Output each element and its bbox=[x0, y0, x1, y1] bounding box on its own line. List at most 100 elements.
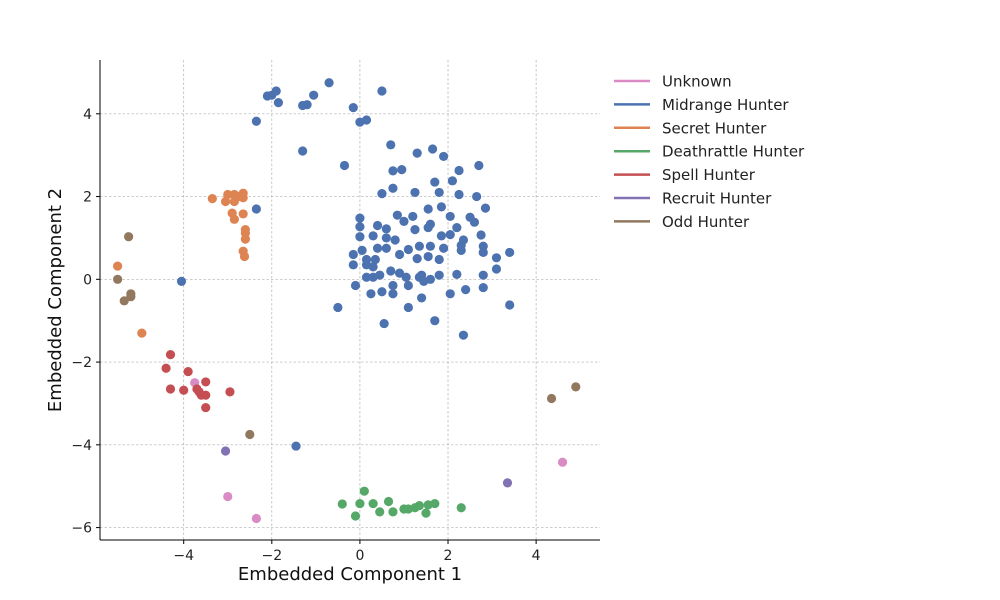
data-points bbox=[113, 78, 581, 524]
point-midrange-hunter bbox=[348, 102, 358, 113]
point-midrange-hunter bbox=[434, 270, 444, 280]
point-midrange-hunter bbox=[472, 191, 482, 202]
point-recruit-hunter bbox=[502, 478, 513, 488]
point-secret-hunter bbox=[207, 194, 217, 204]
legend-label-odd-hunter: Odd Hunter bbox=[662, 213, 750, 231]
point-midrange-hunter bbox=[445, 289, 455, 299]
point-spell-hunter bbox=[225, 387, 235, 397]
point-midrange-hunter bbox=[434, 254, 444, 265]
point-midrange-hunter bbox=[377, 189, 387, 199]
point-midrange-hunter bbox=[388, 183, 398, 193]
point-midrange-hunter bbox=[445, 211, 455, 222]
x-tick-label: −4 bbox=[173, 548, 194, 564]
point-midrange-hunter bbox=[452, 269, 462, 279]
point-midrange-hunter bbox=[412, 148, 422, 158]
point-midrange-hunter bbox=[430, 316, 440, 326]
y-tick-label: −2 bbox=[71, 355, 92, 371]
point-odd-hunter bbox=[126, 292, 136, 302]
point-midrange-hunter bbox=[176, 276, 187, 286]
point-midrange-hunter bbox=[350, 280, 361, 291]
point-midrange-hunter bbox=[439, 151, 449, 162]
x-axis-title: Embedded Component 1 bbox=[238, 564, 462, 585]
point-odd-hunter bbox=[571, 382, 581, 392]
point-midrange-hunter bbox=[366, 289, 376, 299]
point-secret-hunter bbox=[137, 328, 147, 338]
point-midrange-hunter bbox=[386, 140, 396, 150]
point-midrange-hunter bbox=[271, 86, 281, 96]
point-midrange-hunter bbox=[388, 280, 398, 291]
point-midrange-hunter bbox=[423, 251, 433, 262]
point-deathrattle-hunter bbox=[359, 486, 369, 496]
point-midrange-hunter bbox=[452, 222, 462, 233]
point-midrange-hunter bbox=[436, 202, 447, 212]
point-midrange-hunter bbox=[425, 241, 435, 251]
point-midrange-hunter bbox=[392, 210, 402, 220]
point-midrange-hunter bbox=[379, 318, 389, 329]
point-midrange-hunter bbox=[403, 302, 413, 313]
point-unknown bbox=[557, 457, 568, 467]
point-midrange-hunter bbox=[251, 116, 261, 126]
point-midrange-hunter bbox=[386, 266, 396, 276]
point-midrange-hunter bbox=[469, 217, 480, 227]
point-midrange-hunter bbox=[425, 219, 435, 229]
point-secret-hunter bbox=[238, 209, 248, 219]
point-spell-hunter bbox=[201, 402, 211, 413]
point-midrange-hunter bbox=[505, 300, 515, 310]
point-midrange-hunter bbox=[394, 268, 405, 278]
point-odd-hunter bbox=[546, 393, 557, 404]
point-midrange-hunter bbox=[416, 293, 427, 303]
point-midrange-hunter bbox=[291, 441, 301, 451]
point-deathrattle-hunter bbox=[388, 507, 398, 517]
point-midrange-hunter bbox=[425, 274, 435, 284]
legend-label-deathrattle-hunter: Deathrattle Hunter bbox=[662, 143, 805, 161]
point-odd-hunter bbox=[124, 232, 134, 242]
point-midrange-hunter bbox=[434, 187, 444, 198]
point-spell-hunter bbox=[183, 366, 193, 377]
point-midrange-hunter bbox=[348, 249, 358, 260]
point-spell-hunter bbox=[161, 363, 171, 373]
point-deathrattle-hunter bbox=[355, 498, 365, 509]
point-midrange-hunter bbox=[333, 302, 343, 313]
point-unknown bbox=[223, 491, 233, 502]
point-midrange-hunter bbox=[381, 224, 391, 234]
point-midrange-hunter bbox=[361, 272, 372, 282]
legend-label-recruit-hunter: Recruit Hunter bbox=[662, 190, 772, 208]
point-midrange-hunter bbox=[361, 115, 372, 125]
point-midrange-hunter bbox=[394, 249, 405, 260]
point-midrange-hunter bbox=[505, 247, 515, 258]
point-midrange-hunter bbox=[339, 160, 350, 171]
point-midrange-hunter bbox=[388, 289, 398, 299]
point-recruit-hunter bbox=[220, 446, 231, 456]
point-midrange-hunter bbox=[403, 244, 413, 255]
point-midrange-hunter bbox=[399, 216, 409, 226]
y-tick-label: −4 bbox=[71, 438, 92, 454]
point-midrange-hunter bbox=[414, 241, 424, 251]
x-axis-ticks: −4 −2 0 2 4 bbox=[173, 540, 541, 564]
point-midrange-hunter bbox=[368, 262, 378, 272]
point-midrange-hunter bbox=[436, 231, 447, 241]
point-midrange-hunter bbox=[377, 86, 387, 96]
point-midrange-hunter bbox=[445, 230, 455, 240]
point-midrange-hunter bbox=[370, 254, 380, 265]
point-secret-hunter bbox=[238, 193, 248, 203]
point-midrange-hunter bbox=[302, 100, 312, 110]
point-midrange-hunter bbox=[474, 160, 484, 171]
point-midrange-hunter bbox=[251, 204, 261, 214]
point-midrange-hunter bbox=[377, 287, 387, 297]
point-midrange-hunter bbox=[372, 220, 383, 231]
point-midrange-hunter bbox=[410, 187, 420, 198]
point-midrange-hunter bbox=[381, 243, 391, 253]
point-midrange-hunter bbox=[454, 189, 464, 200]
point-midrange-hunter bbox=[476, 230, 486, 240]
point-midrange-hunter bbox=[408, 211, 418, 222]
point-deathrattle-hunter bbox=[383, 496, 394, 507]
point-midrange-hunter bbox=[348, 260, 358, 270]
point-midrange-hunter bbox=[478, 247, 488, 258]
point-secret-hunter bbox=[229, 214, 239, 224]
point-midrange-hunter bbox=[410, 225, 420, 235]
point-spell-hunter bbox=[179, 385, 189, 395]
point-midrange-hunter bbox=[461, 285, 471, 295]
point-odd-hunter bbox=[113, 274, 123, 284]
point-midrange-hunter bbox=[439, 243, 449, 253]
